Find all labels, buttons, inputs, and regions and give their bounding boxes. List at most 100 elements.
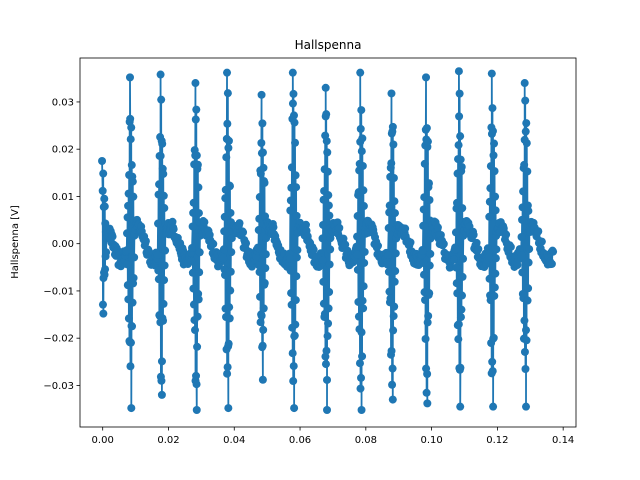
data-point — [287, 289, 296, 298]
data-point — [158, 139, 167, 148]
data-point — [194, 209, 203, 218]
data-point — [520, 79, 529, 88]
data-point — [406, 238, 415, 247]
data-point — [422, 73, 431, 82]
data-point — [389, 173, 398, 182]
data-point — [391, 267, 400, 276]
data-point — [220, 271, 229, 280]
data-point — [458, 272, 467, 281]
data-point — [323, 405, 332, 414]
y-tick-label: 0.03 — [52, 97, 74, 108]
data-point — [123, 260, 132, 269]
data-point — [227, 234, 236, 243]
data-point — [318, 234, 327, 243]
data-point — [323, 375, 332, 384]
data-point — [387, 346, 396, 355]
data-point — [124, 201, 133, 210]
data-point — [358, 134, 367, 143]
data-point — [357, 373, 366, 382]
data-point — [126, 114, 135, 123]
data-point — [288, 68, 297, 77]
data-point — [489, 402, 498, 411]
data-point — [290, 118, 299, 127]
data-point — [389, 312, 398, 321]
data-point — [141, 237, 150, 246]
data-point — [454, 141, 463, 150]
axes-frame — [79, 57, 577, 428]
data-point — [259, 304, 268, 313]
data-point — [502, 230, 511, 239]
data-point — [100, 194, 109, 203]
data-point — [157, 357, 166, 366]
data-point — [122, 246, 131, 255]
data-point — [389, 140, 398, 149]
data-point — [359, 282, 368, 291]
data-point — [385, 208, 394, 217]
data-point — [534, 227, 543, 236]
x-tick-label: 0.10 — [420, 435, 442, 446]
data-point — [255, 268, 264, 277]
data-point — [388, 122, 397, 131]
data-point — [456, 363, 465, 372]
data-point — [353, 265, 362, 274]
data-point — [426, 249, 435, 258]
data-point — [420, 159, 429, 168]
y-tick-label: 0.02 — [52, 145, 74, 156]
data-point — [449, 255, 458, 264]
data-point — [390, 197, 399, 206]
data-point — [388, 380, 397, 389]
data-point — [457, 162, 466, 171]
data-point — [160, 204, 169, 213]
data-point — [254, 261, 263, 270]
data-point — [192, 105, 201, 114]
data-point — [260, 178, 269, 187]
data-point — [289, 362, 298, 371]
data-point — [454, 320, 463, 329]
data-point — [424, 179, 433, 188]
data-point — [287, 163, 296, 172]
data-point — [424, 311, 433, 320]
data-point — [128, 177, 137, 186]
x-tick-label: 0.08 — [355, 435, 377, 446]
x-tick-label: 0.02 — [157, 435, 179, 446]
data-point — [390, 302, 399, 311]
data-point — [489, 333, 498, 342]
data-point — [455, 112, 464, 121]
data-point — [223, 89, 232, 98]
data-point — [524, 206, 533, 215]
data-point — [129, 273, 138, 282]
data-point — [254, 226, 263, 235]
data-point — [324, 319, 333, 328]
data-point — [537, 237, 546, 246]
data-point — [335, 223, 344, 232]
data-point — [456, 313, 465, 322]
data-point — [226, 286, 235, 295]
data-point — [222, 153, 231, 162]
data-point — [489, 151, 498, 160]
data-point — [125, 73, 134, 82]
data-point — [159, 169, 168, 178]
data-point — [321, 83, 330, 92]
data-point — [225, 314, 234, 323]
data-point — [354, 312, 363, 321]
data-point — [425, 261, 434, 270]
data-point — [126, 135, 135, 144]
data-point — [127, 161, 136, 170]
data-point — [491, 254, 500, 263]
chart-title: Hallspenna — [295, 38, 362, 52]
data-point — [291, 320, 300, 329]
data-point — [359, 186, 368, 195]
y-tick-label: −0.01 — [43, 286, 74, 297]
data-point — [126, 338, 135, 347]
data-point — [324, 201, 333, 210]
data-point — [235, 219, 244, 228]
data-point — [389, 326, 398, 335]
data-point — [423, 399, 432, 408]
data-point — [156, 151, 165, 160]
data-point — [225, 182, 234, 191]
data-point — [459, 254, 468, 263]
data-point — [373, 241, 382, 250]
data-point — [472, 238, 481, 247]
data-point — [255, 193, 264, 202]
